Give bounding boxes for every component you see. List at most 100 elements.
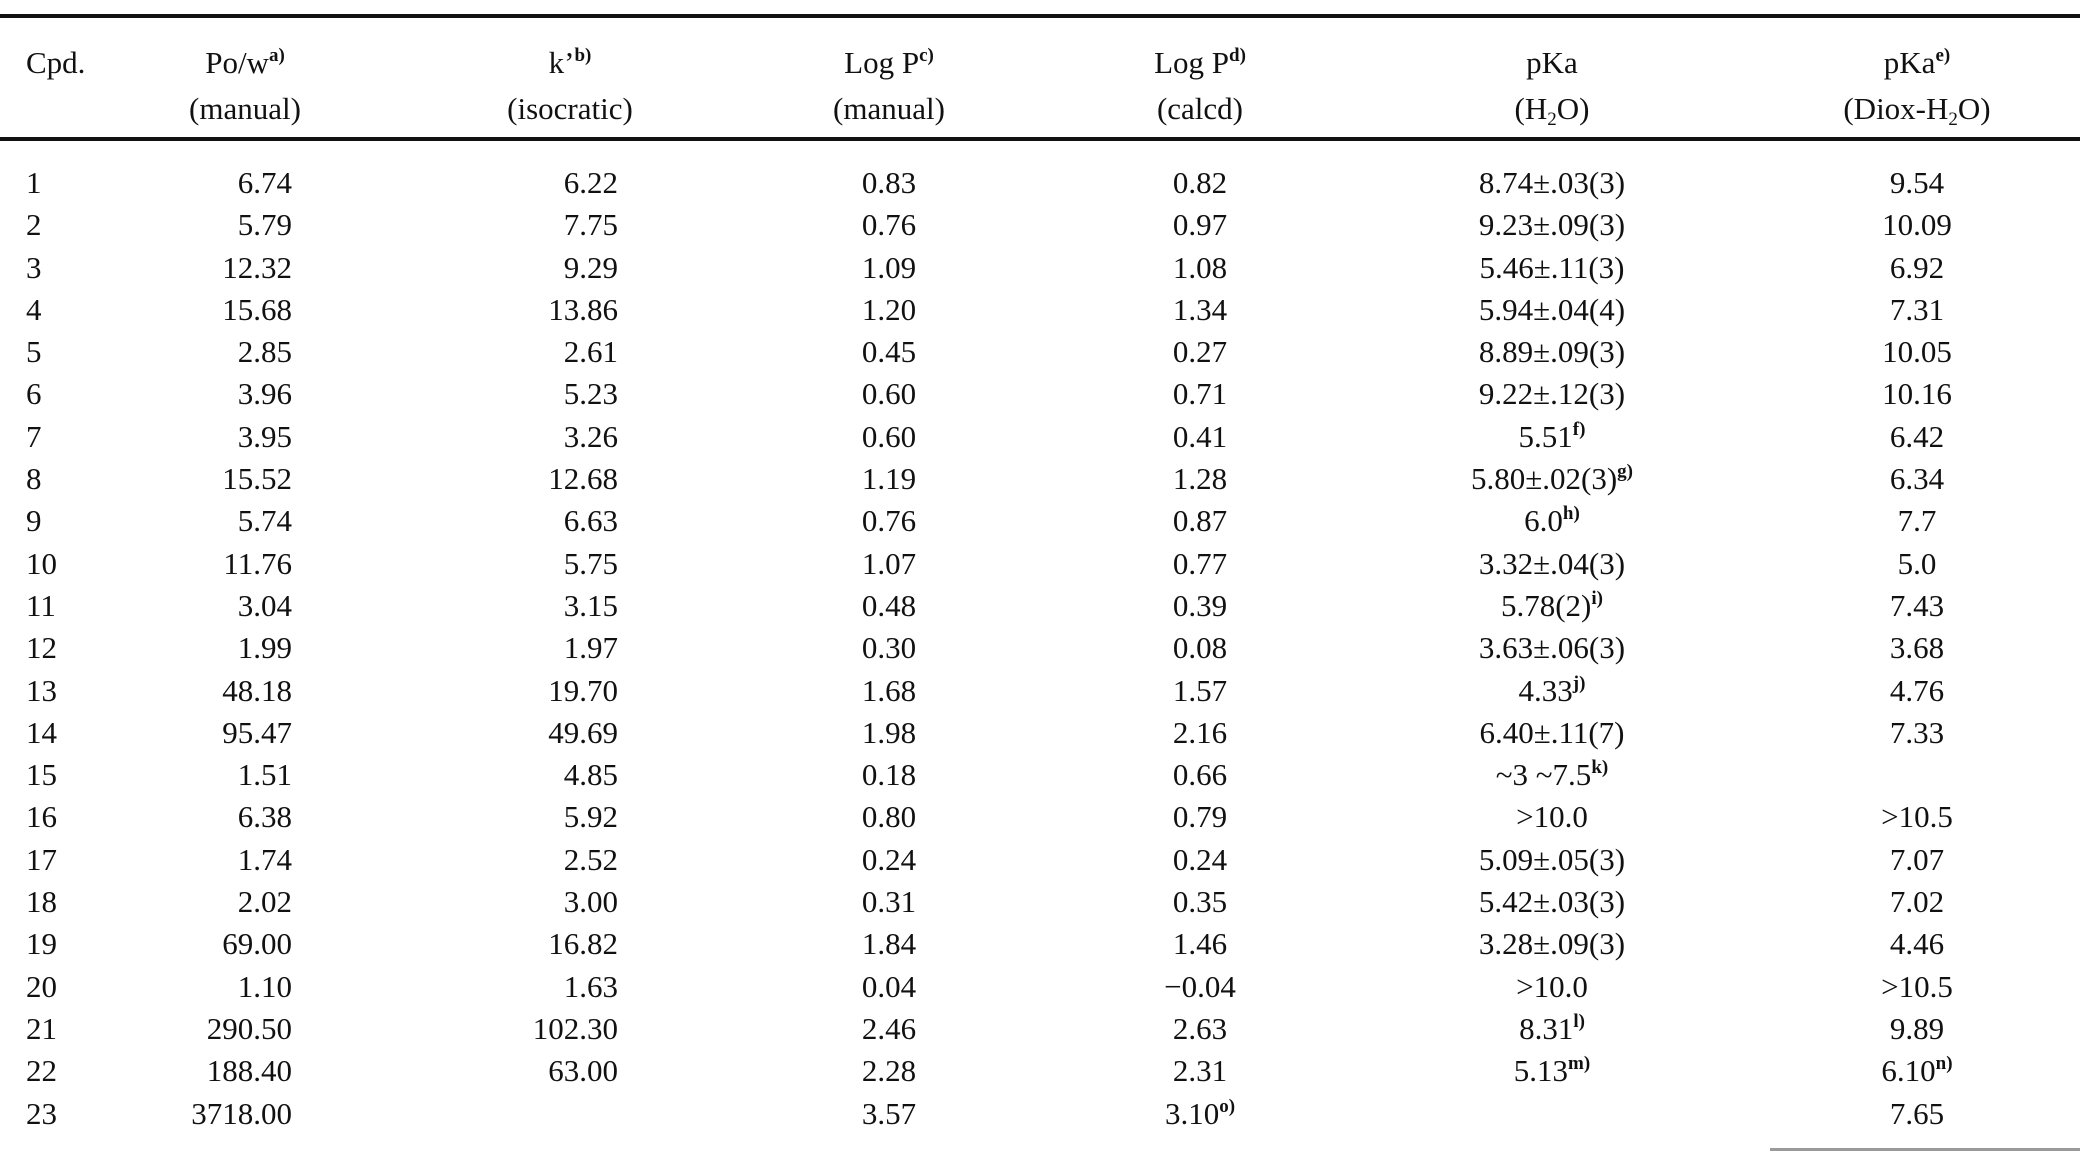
cell-logp-manual: 1.84 bbox=[789, 923, 989, 965]
cell-logp-calcd-value: 0.27 bbox=[1172, 334, 1228, 370]
cell-pka-diox-value: 6.10 bbox=[1881, 1053, 1936, 1089]
cell-logp-calcd: 0.97 bbox=[1100, 204, 1300, 246]
cell-logp-manual: 3.57 bbox=[789, 1093, 989, 1135]
cell-logp-calcd: 0.35 bbox=[1100, 881, 1300, 923]
cell-k: 3.15 bbox=[460, 585, 618, 627]
cell-pow-value: 2.85 bbox=[237, 334, 292, 370]
cell-pow: 290.50 bbox=[140, 1008, 292, 1050]
cell-cpd-value: 5 bbox=[26, 334, 42, 370]
cell-logp-calcd-value: 0.39 bbox=[1172, 587, 1228, 623]
table-row: 4 15.68 13.86 1.20 1.34 5.94±.04(4) 7.31 bbox=[0, 289, 2080, 331]
cell-pow-value: 69.00 bbox=[222, 926, 292, 962]
header-logp-calcd-label: Log P bbox=[1154, 45, 1230, 80]
cell-cpd: 11 bbox=[26, 585, 86, 627]
header-pka-h2o-sublabel-pre: (H bbox=[1514, 91, 1548, 126]
cell-pow-value: 3.04 bbox=[237, 587, 292, 623]
cell-pka-diox-value: 5.0 bbox=[1897, 545, 1937, 581]
cell-pka-diox: 4.76 bbox=[1767, 670, 2067, 712]
cell-logp-manual-value: 0.30 bbox=[861, 630, 917, 666]
cell-pka-diox-value: 6.34 bbox=[1889, 461, 1945, 497]
cell-logp-calcd: 0.27 bbox=[1100, 331, 1300, 373]
cell-pow-value: 48.18 bbox=[222, 672, 292, 708]
cell-logp-calcd-value: 0.82 bbox=[1172, 165, 1228, 200]
cell-k-value: 7.75 bbox=[563, 207, 618, 243]
cell-k-value: 2.52 bbox=[563, 841, 618, 877]
cell-cpd-value: 9 bbox=[26, 503, 42, 539]
table-row: 9 5.74 6.63 0.76 0.87 6.0h) 7.7 bbox=[0, 500, 2080, 542]
cell-logp-manual-value: 1.19 bbox=[861, 461, 917, 497]
cell-logp-manual: 1.98 bbox=[789, 712, 989, 754]
cell-pka-diox-value: 3.68 bbox=[1889, 630, 1945, 666]
cell-pka-h2o: 9.23±.09(3) bbox=[1402, 204, 1702, 246]
cell-k: 5.23 bbox=[460, 373, 618, 415]
header-logp-calcd-footnote: d) bbox=[1229, 45, 1246, 66]
table-row: 11 3.04 3.15 0.48 0.39 5.78(2)i) 7.43 bbox=[0, 585, 2080, 627]
header-pow: Po/wa) (manual) bbox=[165, 40, 325, 132]
cell-pka-diox: 3.68 bbox=[1767, 627, 2067, 669]
footnote-marker: l) bbox=[1573, 1010, 1585, 1032]
cell-pow: 5.74 bbox=[140, 500, 292, 542]
cell-logp-manual-value: 0.48 bbox=[861, 587, 917, 623]
cell-pow: 5.79 bbox=[140, 204, 292, 246]
cell-cpd-value: 4 bbox=[26, 291, 42, 327]
cell-logp-manual: 0.18 bbox=[789, 754, 989, 796]
cell-pka-h2o-value: 3.63±.06(3) bbox=[1478, 630, 1626, 666]
header-logp-manual-label: Log P bbox=[844, 45, 920, 80]
cell-logp-calcd-value: 1.46 bbox=[1172, 926, 1228, 962]
header-cpd: Cpd. bbox=[26, 40, 126, 86]
table-row: 17 1.74 2.52 0.24 0.24 5.09±.05(3) 7.07 bbox=[0, 839, 2080, 881]
cell-k-value: 19.70 bbox=[548, 672, 618, 708]
cell-logp-calcd: 0.77 bbox=[1100, 543, 1300, 585]
header-pow-footnote: a) bbox=[268, 45, 285, 66]
cell-logp-manual-value: 1.09 bbox=[861, 249, 917, 285]
cell-k-value: 3.15 bbox=[563, 587, 618, 623]
cell-logp-calcd-value: 0.41 bbox=[1172, 418, 1228, 454]
cell-cpd-value: 22 bbox=[26, 1053, 57, 1089]
cell-pka-h2o-value: >10.0 bbox=[1516, 968, 1588, 1004]
cell-pka-h2o: 3.28±.09(3) bbox=[1402, 923, 1702, 965]
cell-logp-calcd-value: 0.08 bbox=[1172, 630, 1228, 666]
cell-logp-calcd-value: 3.10 bbox=[1164, 1095, 1220, 1131]
cell-logp-manual: 1.20 bbox=[789, 289, 989, 331]
cell-k-value: 5.92 bbox=[563, 799, 618, 835]
cell-cpd: 1 bbox=[26, 162, 86, 204]
cell-pka-h2o-value: 6.40±.11(7) bbox=[1479, 714, 1625, 750]
cell-cpd: 12 bbox=[26, 627, 86, 669]
cell-pow: 95.47 bbox=[140, 712, 292, 754]
cell-cpd: 22 bbox=[26, 1050, 86, 1092]
table-row: 5 2.85 2.61 0.45 0.27 8.89±.09(3) 10.05 bbox=[0, 331, 2080, 373]
cell-logp-calcd-value: 0.35 bbox=[1172, 884, 1228, 920]
cell-cpd: 8 bbox=[26, 458, 86, 500]
footnote-marker: i) bbox=[1591, 587, 1603, 609]
header-pka-h2o-label: pKa bbox=[1526, 45, 1578, 80]
cell-logp-manual: 0.24 bbox=[789, 839, 989, 881]
cell-pka-h2o: 5.78(2)i) bbox=[1402, 585, 1702, 627]
cell-k: 6.22 bbox=[460, 162, 618, 204]
cell-pow: 6.74 bbox=[140, 162, 292, 204]
cell-logp-manual-value: 2.28 bbox=[861, 1053, 917, 1089]
cell-k: 2.52 bbox=[460, 839, 618, 881]
cell-k: 7.75 bbox=[460, 204, 618, 246]
cell-logp-calcd: 0.24 bbox=[1100, 839, 1300, 881]
cell-logp-manual-value: 0.80 bbox=[861, 799, 917, 835]
cell-pow-value: 3.95 bbox=[237, 418, 292, 454]
cell-logp-manual-value: 3.57 bbox=[861, 1095, 917, 1131]
cell-pka-h2o: >10.0 bbox=[1402, 796, 1702, 838]
cell-logp-calcd-value: 2.31 bbox=[1172, 1053, 1228, 1089]
cell-pka-diox-value: 10.09 bbox=[1882, 207, 1952, 243]
cell-pow: 3.95 bbox=[140, 416, 292, 458]
cell-pka-diox: 9.89 bbox=[1767, 1008, 2067, 1050]
cell-cpd-value: 12 bbox=[26, 630, 57, 666]
header-pka-diox-footnote: e) bbox=[1935, 45, 1951, 66]
cell-logp-calcd-value: 2.16 bbox=[1172, 714, 1228, 750]
cell-pow: 48.18 bbox=[140, 670, 292, 712]
cell-k-value: 49.69 bbox=[548, 714, 618, 750]
header-pow-label: Po/w bbox=[205, 45, 269, 80]
cell-logp-manual: 0.80 bbox=[789, 796, 989, 838]
cell-pka-h2o: 5.42±.03(3) bbox=[1402, 881, 1702, 923]
cell-k-value: 6.22 bbox=[563, 165, 618, 200]
cell-pow: 15.52 bbox=[140, 458, 292, 500]
header-cpd-label: Cpd. bbox=[26, 45, 86, 80]
cell-logp-calcd-value: 1.28 bbox=[1172, 461, 1228, 497]
cell-logp-manual-value: 0.60 bbox=[861, 418, 917, 454]
